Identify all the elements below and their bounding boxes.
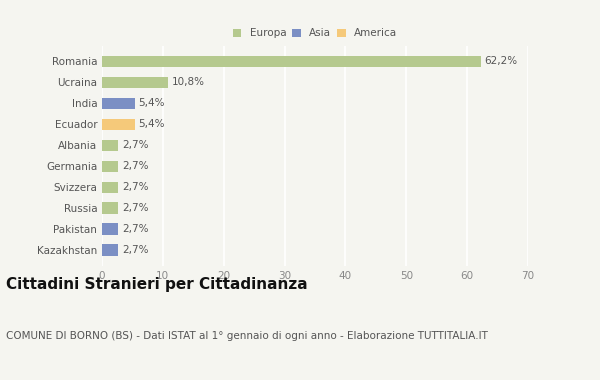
Legend: Europa, Asia, America: Europa, Asia, America (233, 28, 397, 38)
Text: 2,7%: 2,7% (122, 182, 149, 192)
Bar (102, 119, 135, 130)
Text: 5,4%: 5,4% (139, 119, 165, 129)
Bar (102, 77, 168, 88)
Text: 5,4%: 5,4% (139, 98, 165, 108)
Bar (102, 223, 118, 235)
Bar (102, 182, 118, 193)
Text: COMUNE DI BORNO (BS) - Dati ISTAT al 1° gennaio di ogni anno - Elaborazione TUTT: COMUNE DI BORNO (BS) - Dati ISTAT al 1° … (6, 331, 488, 340)
Text: Cittadini Stranieri per Cittadinanza: Cittadini Stranieri per Cittadinanza (6, 277, 308, 292)
Text: 10,8%: 10,8% (172, 78, 205, 87)
Text: 2,7%: 2,7% (122, 224, 149, 234)
Bar (102, 55, 481, 67)
Bar (102, 160, 118, 172)
Text: 2,7%: 2,7% (122, 140, 149, 150)
Text: 2,7%: 2,7% (122, 203, 149, 213)
Text: 2,7%: 2,7% (122, 161, 149, 171)
Bar (102, 203, 118, 214)
Bar (102, 98, 135, 109)
Bar (102, 244, 118, 256)
Text: 2,7%: 2,7% (122, 245, 149, 255)
Bar (102, 139, 118, 151)
Text: 62,2%: 62,2% (484, 56, 517, 66)
